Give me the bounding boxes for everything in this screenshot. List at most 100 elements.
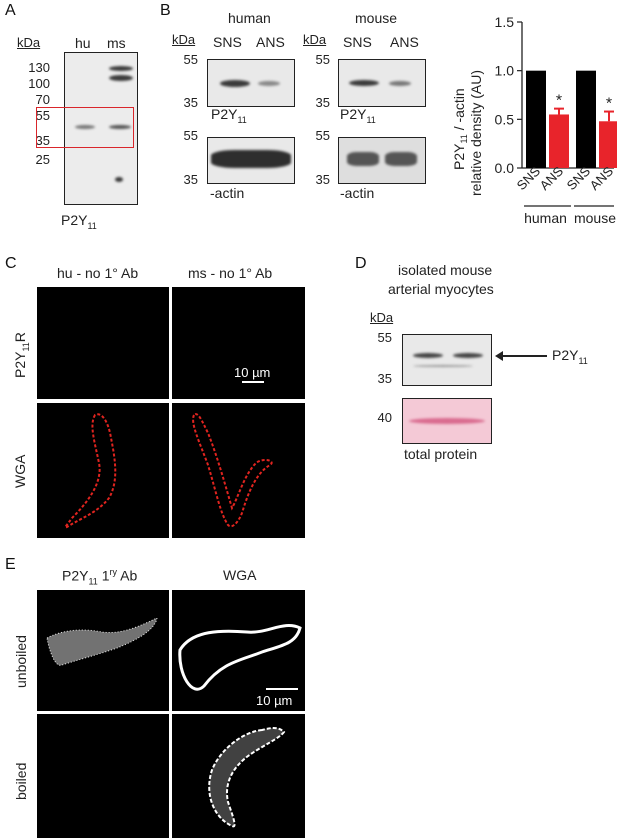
blot-band	[220, 80, 250, 87]
panel-d-title-line1: isolated mouse	[398, 262, 493, 278]
significance-star: *	[556, 93, 562, 110]
panel-b-mouse-lane-ans: ANS	[390, 34, 419, 50]
panel-c-row1-label: P2Y11R	[12, 332, 31, 378]
panel-b-human-bottom-marker-55: 55	[183, 128, 198, 143]
panel-e-boiled-wga-image	[172, 714, 305, 838]
bar	[599, 121, 617, 168]
panel-d-marker-55: 55	[377, 330, 392, 345]
panel-a-marker-55: 55	[35, 108, 50, 123]
panel-d-total-protein-blot	[402, 398, 492, 444]
panel-d-letter: D	[355, 255, 367, 272]
blot-band	[347, 152, 379, 166]
panel-d-p2y11-blot	[402, 334, 492, 386]
panel-d-title-line2: arterial myocytes	[388, 281, 494, 297]
panel-b-human-actin-blot	[207, 137, 295, 184]
panel-b-mouse-actin-blot	[338, 137, 426, 184]
panel-e-unboiled-p2y11-image	[37, 590, 169, 711]
group-label: human	[524, 210, 567, 226]
panel-b-mouse-bottom-marker-35: 35	[315, 172, 330, 187]
blot-band	[109, 66, 133, 71]
cell-outline	[192, 413, 273, 528]
y-axis-label-line1: P2Y11 / -actin	[451, 88, 469, 170]
panel-a-highlight-box	[36, 107, 134, 148]
panel-a-marker-70: 70	[35, 92, 50, 107]
panel-a-kda: kDa	[17, 35, 41, 50]
panel-b-human-top-marker-55: 55	[183, 52, 198, 67]
panel-b-human-p2y11-label: P2Y11	[211, 106, 247, 125]
blot-band	[385, 152, 417, 166]
panel-e-row1-label: unboiled	[13, 635, 29, 688]
cell-outline	[64, 413, 117, 529]
y-tick-label: 0.0	[495, 160, 515, 176]
panel-c-ms-p2y11-image: 10 µm	[172, 287, 305, 399]
panel-c-hu-p2y11-image	[37, 287, 169, 399]
panel-b-human-lane-sns: SNS	[213, 34, 242, 50]
bar	[549, 114, 569, 168]
panel-c-hu-wga-image	[37, 403, 169, 538]
blot-band	[349, 80, 379, 86]
cell-outline	[46, 617, 158, 666]
panel-a-marker-25: 25	[35, 152, 50, 167]
panel-e-row2-label: boiled	[13, 762, 29, 800]
panel-b-mouse-p2y11-label: P2Y11	[340, 106, 376, 125]
panel-b-mouse-bottom-marker-55: 55	[315, 128, 330, 143]
blot-band	[413, 365, 473, 367]
panel-d-kda: kDa	[370, 310, 394, 325]
panel-d-arrow-line	[499, 355, 547, 357]
scale-bar	[242, 381, 264, 383]
panel-a-marker-100: 100	[28, 76, 50, 91]
significance-star: *	[606, 96, 612, 113]
blot-band	[211, 150, 291, 168]
cell-outline	[178, 624, 302, 691]
bar	[526, 70, 546, 168]
panel-a-letter: A	[5, 2, 16, 19]
panel-b-human-title: human	[228, 10, 271, 26]
panel-b-mouse-lane-sns: SNS	[343, 34, 372, 50]
panel-b-human-bottom-marker-35: 35	[183, 172, 198, 187]
panel-a-lane-ms: ms	[107, 35, 126, 51]
panel-a-protein-label: P2Y11	[61, 212, 97, 231]
blot-band	[109, 75, 133, 81]
panel-d-total-protein-label: total protein	[404, 446, 478, 462]
panel-c-letter: C	[5, 255, 17, 272]
panel-e-unboiled-wga-image: 10 µm	[172, 590, 305, 711]
blot-band	[109, 125, 131, 129]
group-label: mouse	[574, 210, 616, 226]
y-tick-label: 1.5	[495, 14, 515, 30]
blot-band	[453, 353, 483, 358]
panel-b-human-lane-ans: ANS	[256, 34, 285, 50]
panel-e-col2-title: WGA	[223, 567, 257, 583]
panel-b-human-top-marker-35: 35	[183, 95, 198, 110]
bar	[576, 70, 596, 168]
scale-bar	[266, 688, 298, 690]
panel-a-marker-35: 35	[35, 133, 50, 148]
panel-e-boiled-p2y11-image	[37, 714, 169, 838]
panel-b-bar-chart: 0.0 0.5 1.0 1.5 P2Y11 / -actin relative densi…	[451, 14, 617, 226]
panel-b-mouse-top-marker-35: 35	[315, 95, 330, 110]
panel-b-human-p2y11-blot	[207, 59, 295, 107]
panel-b-mouse-title: mouse	[355, 10, 398, 26]
blot-band	[258, 81, 280, 86]
blot-band	[409, 418, 485, 424]
y-tick-label: 1.0	[495, 63, 515, 79]
panel-e-letter: E	[5, 556, 16, 573]
panel-c-ms-wga-image	[172, 403, 305, 538]
blot-band	[115, 177, 123, 182]
panel-d-marker-40: 40	[377, 410, 392, 425]
panel-c-col2-title: ms - no 1° Ab	[188, 265, 273, 281]
panel-a-lane-hu: hu	[75, 35, 91, 51]
scale-bar-label: 10 µm	[234, 365, 271, 380]
panel-c-col1-title: hu - no 1° Ab	[57, 265, 139, 281]
panel-b-mouse-actin-label: -actin	[340, 185, 375, 201]
panel-c-row2-label: WGA	[12, 454, 28, 488]
panel-b-mouse-kda: kDa	[303, 32, 327, 47]
y-axis-label-line2: relative density (AU)	[468, 70, 484, 196]
blot-band	[389, 81, 411, 86]
panel-b-human-kda: kDa	[172, 32, 196, 47]
panel-b-mouse-top-marker-55: 55	[315, 52, 330, 67]
panel-d-arrow-label: P2Y11	[552, 347, 588, 366]
panel-a-western-blot	[64, 52, 138, 205]
panel-a-marker-130: 130	[28, 60, 50, 75]
arrow-left-icon	[495, 351, 503, 361]
panel-d-marker-35: 35	[377, 371, 392, 386]
